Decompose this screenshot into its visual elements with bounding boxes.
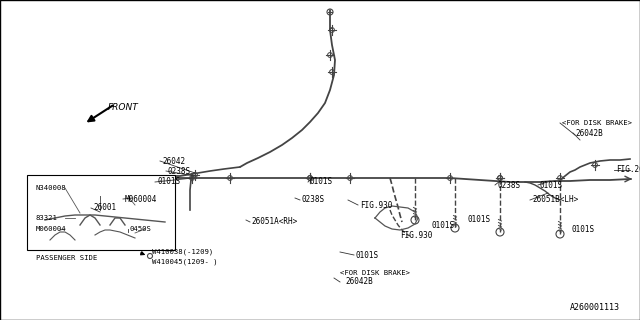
Text: M060004: M060004 — [36, 226, 67, 232]
Text: FIG.930: FIG.930 — [400, 230, 433, 239]
Text: 26042B: 26042B — [575, 129, 603, 138]
Text: 0101S: 0101S — [432, 220, 455, 229]
Text: FRONT: FRONT — [108, 102, 139, 111]
Text: 0101S: 0101S — [571, 226, 594, 235]
Bar — [27, 175, 175, 250]
Text: A260001113: A260001113 — [570, 302, 620, 311]
Text: 26042: 26042 — [162, 156, 185, 165]
Text: 26042B: 26042B — [345, 277, 372, 286]
Text: M060004: M060004 — [125, 195, 157, 204]
Text: W410045(1209- ): W410045(1209- ) — [152, 259, 218, 265]
Text: <FOR DISK BRAKE>: <FOR DISK BRAKE> — [562, 120, 632, 126]
Text: <FOR DISK BRAKE>: <FOR DISK BRAKE> — [340, 270, 410, 276]
Text: 83321: 83321 — [36, 215, 58, 221]
Text: PASSENGER SIDE: PASSENGER SIDE — [36, 255, 97, 261]
Text: 0101S: 0101S — [157, 178, 180, 187]
Text: 0101S: 0101S — [468, 215, 491, 225]
Text: 26001: 26001 — [93, 204, 116, 212]
Text: W410038(-1209): W410038(-1209) — [152, 249, 213, 255]
Text: 0101S: 0101S — [356, 251, 379, 260]
Text: 26051B<LH>: 26051B<LH> — [532, 196, 579, 204]
Text: 26051A<RH>: 26051A<RH> — [251, 218, 297, 227]
Text: 0450S: 0450S — [130, 226, 152, 232]
Text: 0238S: 0238S — [497, 180, 520, 189]
Text: FIG.263: FIG.263 — [616, 165, 640, 174]
Text: N340008: N340008 — [36, 185, 67, 191]
Text: FIG.930: FIG.930 — [360, 201, 392, 210]
Text: 0101S: 0101S — [540, 180, 563, 189]
Text: 0101S: 0101S — [310, 178, 333, 187]
Text: 0238S: 0238S — [302, 196, 325, 204]
Text: 0238S: 0238S — [168, 166, 191, 175]
